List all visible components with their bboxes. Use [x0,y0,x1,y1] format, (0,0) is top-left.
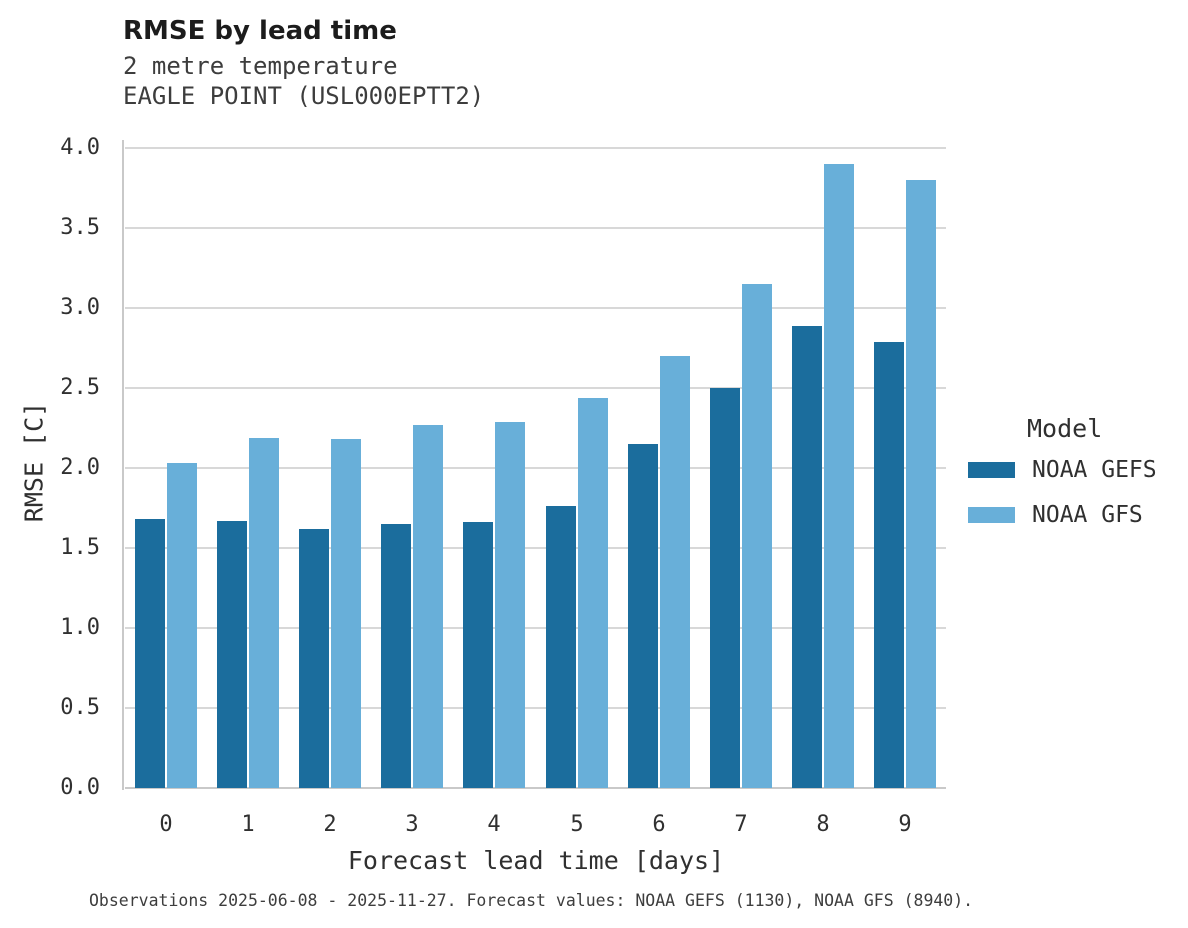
x-tick-label-2: 2 [323,812,337,837]
bar-noaa-gfs-lead-2 [331,439,361,788]
caption: Observations 2025-06-08 - 2025-11-27. Fo… [89,891,974,910]
gridline-y-3.0 [125,307,946,309]
gridline-y-3.5 [125,227,946,229]
x-tick-label-8: 8 [816,812,830,837]
x-tick-label-5: 5 [570,812,584,837]
gridline-y-0.0 [125,787,946,789]
y-tick-label-3.5: 3.5 [60,215,100,240]
bar-noaa-gefs-lead-1 [217,521,247,788]
gridline-y-2.5 [125,387,946,389]
legend-title: Model [1027,414,1103,443]
gridline-y-1.0 [125,627,946,629]
y-tick-label-1.5: 1.5 [60,535,100,560]
gridline-y-0.5 [125,707,946,709]
x-axis-title: Forecast lead time [days] [347,846,725,875]
bar-noaa-gefs-lead-5 [546,506,576,788]
bar-noaa-gfs-lead-9 [906,180,936,788]
bar-noaa-gefs-lead-7 [710,388,740,788]
bar-noaa-gefs-lead-9 [874,342,904,788]
legend-swatch-noaa-gefs [968,462,1015,478]
bar-noaa-gefs-lead-6 [628,444,658,788]
bar-noaa-gfs-lead-1 [249,438,279,788]
bar-noaa-gfs-lead-7 [742,284,772,788]
x-tick-label-7: 7 [734,812,748,837]
legend: Model NOAA GEFS NOAA GFS [968,414,1183,547]
bar-noaa-gfs-lead-8 [824,164,854,788]
bar-noaa-gfs-lead-6 [660,356,690,788]
y-tick-label-1.0: 1.0 [60,615,100,640]
bar-noaa-gfs-lead-3 [413,425,443,788]
chart-title: RMSE by lead time [123,16,397,46]
bar-noaa-gfs-lead-4 [495,422,525,788]
gridline-y-2.0 [125,467,946,469]
bar-noaa-gefs-lead-8 [792,326,822,788]
legend-label-noaa-gefs: NOAA GEFS [1032,457,1157,483]
bar-noaa-gefs-lead-0 [135,519,165,788]
x-tick-label-6: 6 [652,812,666,837]
y-tick-label-2.5: 2.5 [60,375,100,400]
bar-noaa-gfs-lead-5 [578,398,608,788]
x-tick-label-3: 3 [405,812,419,837]
x-tick-label-9: 9 [898,812,912,837]
legend-entry-noaa-gfs: NOAA GFS [968,502,1183,528]
x-tick-label-0: 0 [159,812,173,837]
bar-noaa-gefs-lead-2 [299,529,329,788]
chart-subtitle-variable: 2 metre temperature [123,52,398,80]
chart-subtitle-station: EAGLE POINT (USL000EPTT2) [123,82,485,110]
bar-noaa-gefs-lead-4 [463,522,493,788]
bar-noaa-gfs-lead-0 [167,463,197,788]
legend-swatch-noaa-gfs [968,507,1015,523]
y-tick-label-4.0: 4.0 [60,135,100,160]
y-tick-label-0.0: 0.0 [60,775,100,800]
x-tick-label-1: 1 [241,812,255,837]
y-tick-label-0.5: 0.5 [60,695,100,720]
gridline-y-4.0 [125,147,946,149]
legend-entry-noaa-gefs: NOAA GEFS [968,457,1183,483]
legend-label-noaa-gfs: NOAA GFS [1032,502,1143,528]
x-tick-label-4: 4 [487,812,501,837]
y-tick-label-3.0: 3.0 [60,295,100,320]
gridline-y-1.5 [125,547,946,549]
y-axis-spine [122,140,124,790]
bar-noaa-gefs-lead-3 [381,524,411,788]
y-tick-label-2.0: 2.0 [60,455,100,480]
